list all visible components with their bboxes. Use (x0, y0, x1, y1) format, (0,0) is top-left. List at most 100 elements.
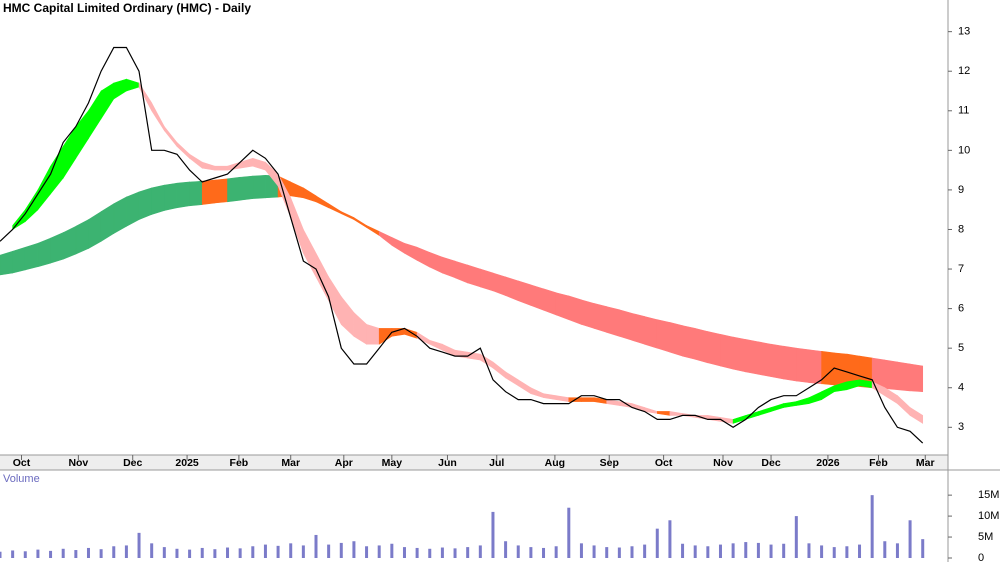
band-segment (543, 393, 557, 400)
band-segment (201, 161, 216, 171)
volume-bar (718, 544, 722, 558)
band-segment (37, 237, 51, 268)
volume-bar (491, 511, 495, 558)
volume-bar (516, 545, 520, 558)
volume-bar (251, 546, 255, 558)
volume-bar (542, 547, 546, 558)
band-segment (252, 174, 266, 199)
band-segment (480, 268, 494, 292)
volume-tick-label: 10M (978, 510, 999, 522)
volume-bar (554, 546, 558, 558)
band-segment (644, 316, 658, 349)
volume-bar (301, 545, 305, 558)
band-segment (897, 361, 911, 392)
band-segment (758, 341, 772, 378)
y-tick-label: 6 (958, 303, 964, 315)
band-segment (24, 242, 39, 271)
band-segment (808, 349, 822, 385)
band-segment (505, 371, 519, 387)
volume-bar (478, 545, 482, 558)
volume-bar (352, 541, 356, 558)
volume-bar (453, 548, 457, 558)
band-segment (656, 411, 671, 416)
band-segment (492, 272, 506, 296)
band-segment (770, 403, 784, 412)
volume-bar (579, 543, 583, 558)
volume-bar (390, 543, 394, 558)
band-segment (88, 211, 102, 249)
volume-bar (794, 516, 798, 558)
band-segment (189, 153, 203, 169)
band-segment (909, 406, 924, 424)
x-tick-label: Feb (230, 457, 249, 469)
band-segment (138, 187, 152, 221)
band-segment (796, 347, 810, 383)
volume-bar (61, 548, 65, 558)
volume-tick-label: 0 (978, 552, 984, 562)
volume-bar (74, 550, 78, 558)
x-tick-label: Apr (335, 457, 353, 469)
band-segment (796, 397, 810, 406)
band-segment (366, 225, 380, 236)
band-segment (619, 309, 633, 341)
x-tick-label: 2025 (175, 457, 199, 469)
volume-bar (655, 528, 659, 558)
volume-bar (86, 547, 90, 558)
band-segment (732, 415, 747, 424)
band-segment (378, 328, 393, 345)
volume-bar (365, 546, 369, 558)
plot-area (0, 46, 924, 444)
band-segment (884, 387, 898, 405)
volume-bar (782, 543, 786, 558)
volume-bar (124, 545, 128, 558)
volume-bar (238, 548, 242, 558)
band-segment (694, 328, 709, 364)
band-segment (164, 125, 178, 148)
volume-bar (668, 520, 672, 558)
band-segment (884, 359, 898, 391)
y-tick-label: 9 (958, 184, 964, 196)
band-segment (151, 184, 165, 215)
band-segment (252, 157, 266, 171)
price-line (0, 46, 924, 444)
volume-bar (226, 547, 230, 558)
band-segment (555, 292, 570, 321)
volume-bar (643, 544, 647, 558)
volume-bar (731, 543, 735, 558)
x-tick-label: Nov (68, 457, 88, 469)
volume-bar (339, 542, 343, 558)
band-segment (239, 175, 254, 201)
x-tick-label: Feb (869, 457, 888, 469)
volume-bar (415, 547, 419, 558)
band-segment (454, 349, 468, 359)
band-segment (24, 188, 39, 223)
band-segment (353, 311, 367, 345)
band-segment (50, 232, 64, 264)
band-segment (720, 333, 734, 370)
band-segment (37, 166, 51, 211)
band-segment (366, 324, 380, 345)
band-segment (682, 325, 696, 360)
band-segment (353, 217, 367, 229)
volume-bar (23, 551, 27, 558)
x-tick-label: Mar (281, 457, 300, 469)
band-segment (897, 394, 911, 417)
y-tick-label: 5 (958, 342, 964, 354)
volume-bar (162, 547, 166, 558)
band-segment (492, 361, 506, 379)
band-segment (821, 385, 835, 401)
volume-bar (921, 539, 925, 558)
x-tick-label: Mar (916, 457, 935, 469)
x-tick-label: 2026 (816, 457, 840, 469)
band-segment (189, 180, 203, 207)
band-segment (113, 196, 127, 234)
volume-bar (820, 545, 824, 558)
volume-bar (276, 545, 280, 558)
band-segment (75, 219, 89, 255)
volume-tick-label: 15M (978, 489, 999, 501)
band-segment (176, 181, 190, 209)
x-tick-label: May (382, 457, 403, 469)
band-segment (505, 276, 519, 302)
band-segment (581, 397, 595, 402)
band-segment (555, 395, 570, 402)
